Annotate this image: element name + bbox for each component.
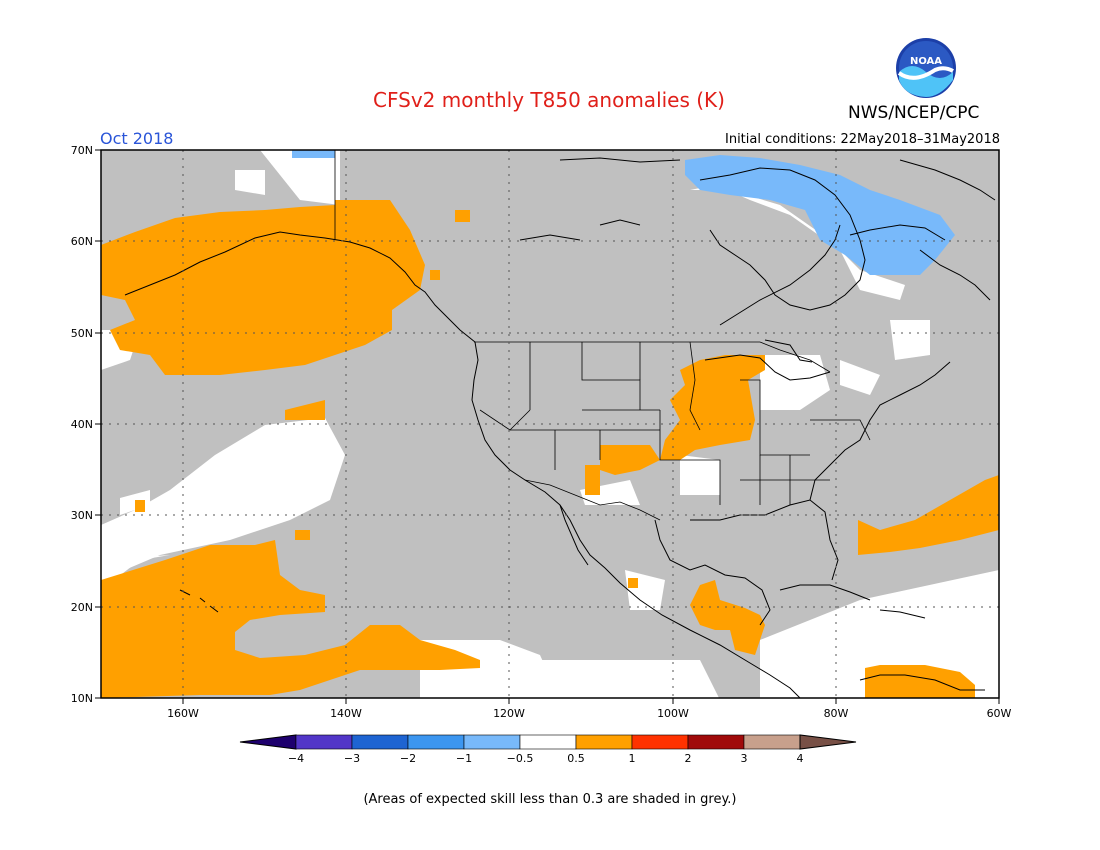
lat-label-20n: 20N: [71, 601, 93, 614]
noaa-logo-text: NOAA: [910, 56, 942, 67]
agency-label: NWS/NCEP/CPC: [848, 103, 980, 123]
colorbar-swatch: [295, 734, 353, 750]
lon-label-60w: 60W: [987, 707, 1012, 720]
graticule: [101, 150, 999, 698]
colorbar-tick-label: 4: [797, 752, 804, 765]
map-field: [101, 150, 999, 698]
lon-axis: [182, 698, 1000, 704]
lat-label-10n: 10N: [71, 692, 93, 705]
cool-anomaly-arctic: [292, 150, 335, 158]
colorbar-tick-label: −4: [288, 752, 304, 765]
colorbar-tick-label: −3: [344, 752, 360, 765]
colorbar-swatch: [631, 734, 689, 750]
noaa-logo: NOAA: [896, 38, 956, 98]
colorbar-tick-label: −0.5: [507, 752, 534, 765]
lat-axis: [95, 149, 101, 699]
skill-footnote: (Areas of expected skill less than 0.3 a…: [363, 792, 737, 807]
init-conditions-label: Initial conditions: 22May2018–31May2018: [725, 132, 1000, 147]
colorbar-tick-label: 1: [629, 752, 636, 765]
colorbar-swatch: [407, 734, 465, 750]
neutral-regions: [101, 150, 999, 698]
warm-anomaly-regions: [101, 200, 999, 698]
colorbar-tick-label: 2: [685, 752, 692, 765]
colorbar-swatch: [519, 734, 577, 750]
lat-label-50n: 50N: [71, 327, 93, 340]
colorbar: −4 −3 −2 −1 −0.5 0.5 1 2 3 4: [239, 734, 857, 765]
coastlines: [124, 157, 996, 698]
colorbar-swatch: [463, 734, 521, 750]
lat-label-60n: 60N: [71, 235, 93, 248]
colorbar-tick-label: 3: [741, 752, 748, 765]
colorbar-tick-label: −2: [400, 752, 416, 765]
lat-label-40n: 40N: [71, 418, 93, 431]
colorbar-swatch: [575, 734, 633, 750]
lon-label-120w: 120W: [493, 707, 525, 720]
cool-anomaly-hudson: [685, 155, 955, 275]
chart-title: CFSv2 monthly T850 anomalies (K): [373, 88, 725, 112]
lon-label-160w: 160W: [167, 707, 199, 720]
colorbar-tick-label: −1: [456, 752, 472, 765]
colorbar-tick-label: 0.5: [567, 752, 585, 765]
lon-label-100w: 100W: [657, 707, 689, 720]
colorbar-swatch: [743, 734, 801, 750]
lat-label-70n: 70N: [71, 144, 93, 157]
political-borders: [334, 150, 871, 521]
colorbar-arrow-low: [239, 734, 297, 750]
lon-label-80w: 80W: [824, 707, 849, 720]
lat-label-30n: 30N: [71, 509, 93, 522]
month-label: Oct 2018: [100, 129, 174, 148]
colorbar-swatch: [687, 734, 745, 750]
lon-label-140w: 140W: [330, 707, 362, 720]
colorbar-arrow-high: [799, 734, 857, 750]
colorbar-swatch: [351, 734, 409, 750]
